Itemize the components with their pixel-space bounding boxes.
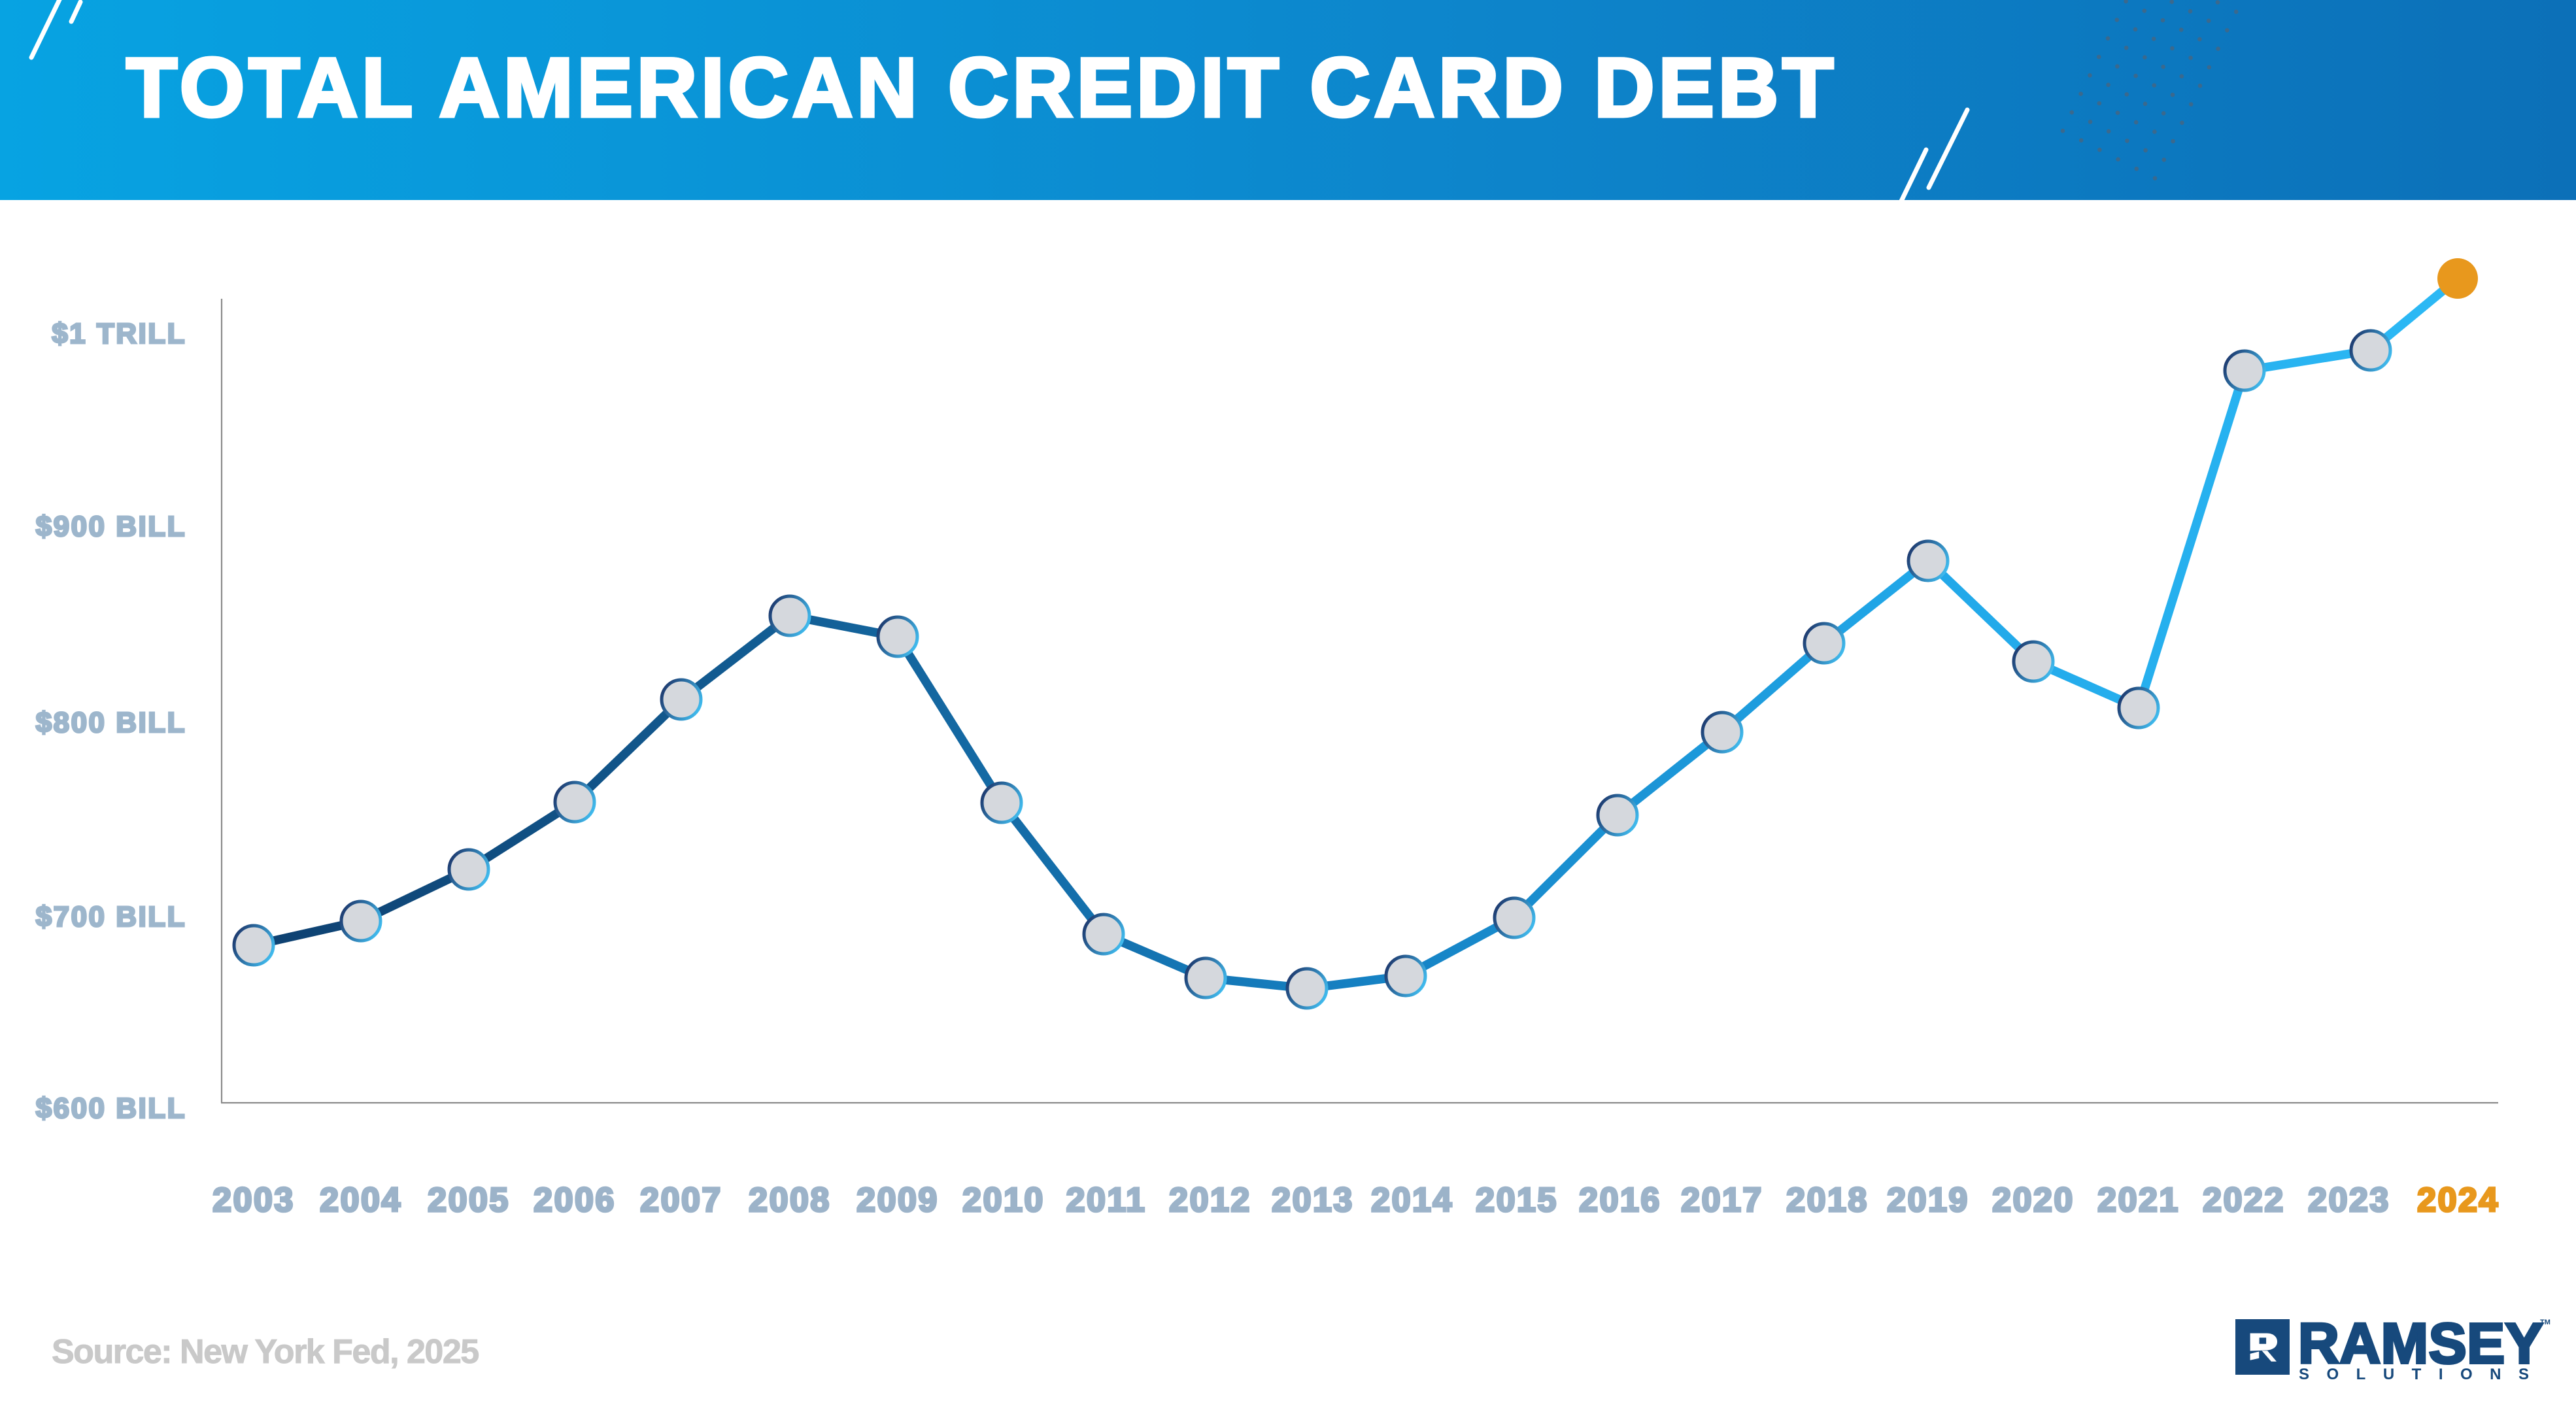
svg-text:TOTAL AMERICAN CREDIT CARD DEB: TOTAL AMERICAN CREDIT CARD DEBT bbox=[126, 41, 1837, 135]
svg-text:2018: 2018 bbox=[1786, 1181, 1869, 1219]
svg-text:Source: New York Fed, 2025: Source: New York Fed, 2025 bbox=[52, 1333, 479, 1371]
svg-text:2005: 2005 bbox=[428, 1181, 510, 1219]
svg-text:2013: 2013 bbox=[1272, 1181, 1354, 1219]
svg-text:2023: 2023 bbox=[2308, 1181, 2390, 1219]
svg-text:2003: 2003 bbox=[212, 1181, 295, 1219]
svg-text:2022: 2022 bbox=[2203, 1181, 2285, 1219]
svg-text:RAMSEY: RAMSEY bbox=[2298, 1312, 2543, 1375]
svg-text:2017: 2017 bbox=[1681, 1181, 1763, 1219]
svg-text:$600 BILL: $600 BILL bbox=[36, 1092, 186, 1124]
svg-text:2019: 2019 bbox=[1887, 1181, 1969, 1219]
svg-text:2024: 2024 bbox=[2417, 1181, 2500, 1219]
svg-text:2012: 2012 bbox=[1169, 1181, 1251, 1219]
svg-text:2007: 2007 bbox=[640, 1181, 722, 1219]
svg-text:2009: 2009 bbox=[856, 1181, 939, 1219]
svg-text:2006: 2006 bbox=[534, 1181, 616, 1219]
svg-text:TM: TM bbox=[2540, 1319, 2551, 1326]
svg-text:SOLUTIONS: SOLUTIONS bbox=[2299, 1366, 2547, 1383]
svg-text:$1 TRILL: $1 TRILL bbox=[52, 318, 186, 350]
svg-text:2020: 2020 bbox=[1992, 1181, 2075, 1219]
svg-text:2021: 2021 bbox=[2097, 1181, 2180, 1219]
svg-text:$900 BILL: $900 BILL bbox=[36, 511, 186, 543]
svg-text:2014: 2014 bbox=[1371, 1181, 1453, 1219]
svg-text:2010: 2010 bbox=[962, 1181, 1045, 1219]
svg-text:2008: 2008 bbox=[749, 1181, 831, 1219]
svg-text:$700 BILL: $700 BILL bbox=[36, 901, 186, 933]
svg-text:2004: 2004 bbox=[320, 1181, 402, 1219]
svg-text:2011: 2011 bbox=[1066, 1181, 1147, 1219]
svg-text:2015: 2015 bbox=[1476, 1181, 1558, 1219]
svg-text:$800 BILL: $800 BILL bbox=[36, 707, 186, 739]
svg-text:2016: 2016 bbox=[1579, 1181, 1661, 1219]
